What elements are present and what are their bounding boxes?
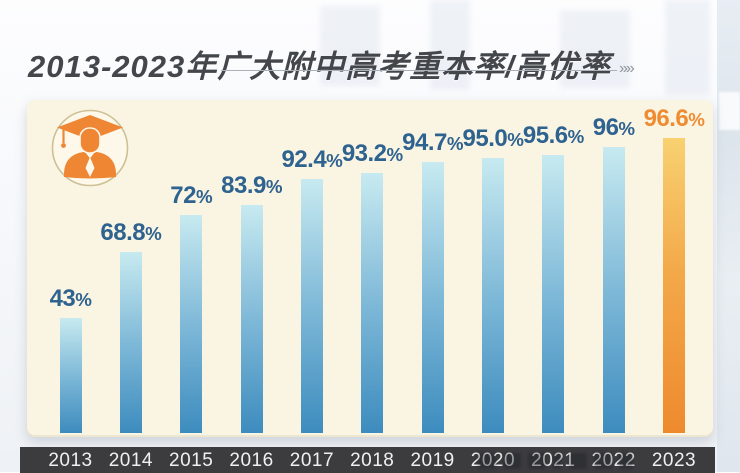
value-label-2014: 68.8%: [100, 219, 162, 246]
year-label-2022: 2022: [591, 450, 636, 471]
city-silhouette: [665, 0, 710, 95]
title-underline: [221, 70, 617, 71]
watermark-smudge: [478, 453, 633, 470]
bar-2015: [180, 215, 203, 433]
year-label-2017: 2017: [289, 450, 335, 471]
bar-2016: [240, 205, 263, 433]
x-axis-band: 2013 2014 2015 2016 2017 2018 2019 20202021 2022…: [20, 447, 715, 473]
bar-2023: [663, 138, 685, 433]
year-label-2015: 2015: [169, 450, 214, 471]
bar-2021: [542, 155, 565, 433]
value-label-2017: 92.4%: [281, 146, 343, 173]
value-label-2013: 43%: [49, 285, 92, 312]
year-label-2020: 2020: [463, 450, 523, 472]
bar-2014: [119, 252, 142, 433]
year-label-2013: 2013: [48, 450, 93, 471]
value-label-2021: 95.6%: [522, 122, 584, 149]
value-label-2022: 96%: [592, 114, 635, 141]
bar-2017: [300, 179, 323, 433]
page-title: 2013-2023年广大附中高考重本率/高优率: [28, 48, 611, 84]
background-right-notch: [719, 92, 740, 130]
year-label-2021: 2021: [523, 450, 583, 472]
background-right-strip: [717, 0, 740, 472]
value-label-2023: 96.6%: [643, 105, 705, 132]
city-silhouette: [560, 10, 630, 88]
value-label-2019: 94.7%: [402, 129, 464, 156]
chevron-right-icon: »»: [619, 60, 635, 77]
year-label-2023: 2023: [651, 450, 697, 471]
year-label-2016: 2016: [229, 450, 274, 471]
bar-2020: [481, 158, 504, 433]
value-label-2020: 95.0%: [462, 125, 524, 152]
value-label-2015: 72%: [170, 182, 213, 209]
bar-2019: [421, 162, 444, 433]
bar-2018: [361, 173, 384, 433]
year-label-2014: 2014: [108, 450, 153, 471]
bar-2022: [602, 147, 625, 433]
bar-2013: [59, 318, 82, 433]
year-label-2019: 2019: [410, 450, 455, 471]
city-silhouette: [320, 6, 380, 86]
city-silhouette: [430, 0, 470, 90]
year-label-2018: 2018: [350, 450, 395, 471]
value-label-2016: 83.9%: [221, 172, 282, 199]
graduate-icon: [51, 109, 129, 187]
value-label-2018: 93.2%: [341, 140, 403, 167]
